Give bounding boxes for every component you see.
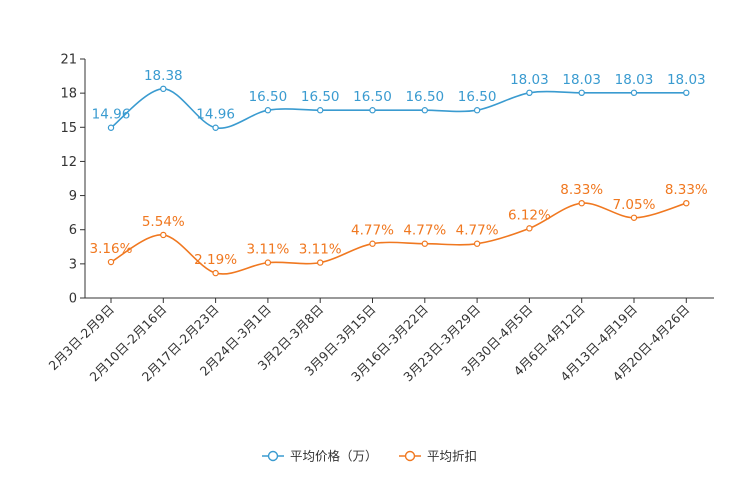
data-label-series-1: 8.33%	[560, 182, 603, 198]
data-point-series-0	[369, 107, 376, 114]
data-point-series-1	[421, 240, 428, 247]
data-label-series-1: 4.77%	[456, 223, 499, 239]
legend-marker-0	[267, 450, 279, 462]
data-point-series-1	[578, 199, 585, 207]
data-label-series-0: 14.96	[92, 107, 131, 123]
legend-label-0: 平均价格（万）	[290, 449, 378, 464]
data-point-series-1	[160, 231, 167, 239]
y-tick-label: 6	[69, 223, 77, 238]
data-label-series-1: 3.16%	[90, 241, 133, 257]
data-label-series-0: 16.50	[405, 89, 444, 105]
data-point-series-0	[212, 124, 219, 131]
y-tick-label: 9	[69, 189, 77, 204]
data-label-series-1: 5.54%	[142, 214, 185, 230]
data-point-series-1	[264, 259, 272, 266]
data-point-series-0	[683, 89, 690, 97]
data-point-series-1	[473, 240, 481, 247]
y-tick-label: 3	[69, 257, 77, 272]
series-line-1	[110, 202, 687, 275]
data-label-series-1: 3.11%	[246, 242, 289, 258]
data-point-series-1	[630, 214, 638, 221]
data-label-series-1: 7.05%	[613, 197, 656, 213]
data-point-series-0	[578, 89, 585, 97]
data-point-series-1	[683, 199, 690, 207]
data-label-series-1: 6.12%	[508, 207, 551, 223]
data-point-series-0	[473, 107, 481, 114]
data-label-series-0: 16.50	[249, 89, 288, 105]
data-point-series-0	[421, 107, 428, 114]
data-point-series-0	[630, 89, 638, 97]
data-point-series-1	[369, 240, 376, 247]
data-label-series-0: 18.03	[510, 72, 549, 88]
data-point-series-0	[264, 107, 272, 114]
data-label-series-0: 18.03	[667, 72, 706, 88]
y-tick-label: 18	[60, 87, 77, 102]
data-point-series-1	[526, 225, 533, 232]
data-point-series-0	[317, 107, 324, 114]
y-tick-label: 15	[60, 121, 77, 136]
data-point-series-0	[107, 124, 115, 131]
data-label-series-1: 3.11%	[299, 242, 342, 258]
data-label-series-0: 18.38	[144, 68, 183, 84]
y-tick-label: 0	[69, 292, 77, 307]
data-label-series-1: 2.19%	[194, 252, 237, 268]
data-label-series-1: 8.33%	[665, 182, 708, 198]
data-label-series-0: 16.50	[458, 89, 497, 105]
data-point-series-1	[317, 259, 324, 266]
y-tick-label: 12	[60, 155, 77, 170]
data-label-series-0: 14.96	[196, 107, 235, 123]
legend-label-1: 平均折扣	[427, 449, 477, 464]
data-label-series-1: 4.77%	[403, 223, 446, 239]
data-point-series-0	[526, 89, 533, 97]
data-label-series-0: 16.50	[353, 89, 392, 105]
data-point-series-1	[212, 269, 219, 277]
data-label-series-0: 18.03	[562, 72, 601, 88]
data-point-series-1	[107, 258, 115, 266]
legend-marker-1	[404, 450, 416, 462]
data-label-series-0: 18.03	[615, 72, 654, 88]
data-point-series-0	[160, 85, 167, 93]
data-label-series-1: 4.77%	[351, 223, 394, 239]
y-tick-label: 21	[60, 53, 77, 68]
data-label-series-0: 16.50	[301, 89, 340, 105]
